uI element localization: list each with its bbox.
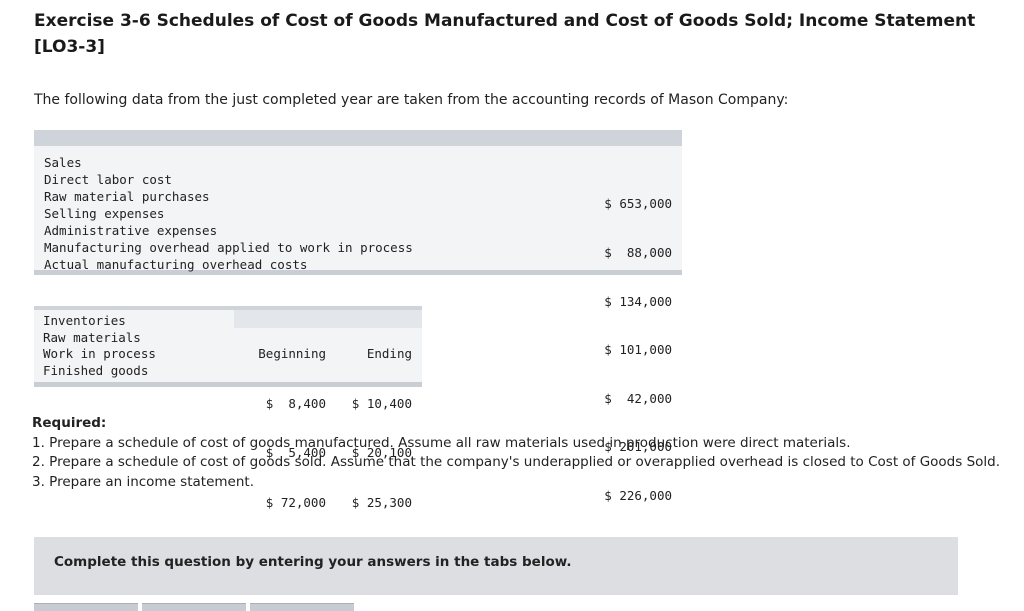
inventories-table: Inventories Raw materials Work in proces… (34, 306, 422, 510)
beginning-column: Beginning $ 8,400 $ 5,400 $ 72,000 (246, 313, 326, 544)
tab-2[interactable] (142, 603, 246, 611)
table-row-label: Direct labor cost (44, 172, 172, 187)
required-section: Required: 1. Prepare a schedule of cost … (32, 414, 1017, 492)
ending-column: Ending $ 10,400 $ 20,100 $ 25,300 (342, 313, 412, 544)
tab-3[interactable] (250, 603, 354, 611)
table-body: Sales Direct labor cost Raw material pur… (34, 146, 682, 503)
table-row-label: Sales (44, 155, 82, 170)
table-row-value: $ 101,000 (604, 342, 672, 358)
table-row-ending: $ 20,100 (351, 445, 412, 460)
required-item: 3. Prepare an income statement. (32, 473, 254, 490)
table-row-item: Finished goods (43, 362, 149, 378)
inventory-item-column: Inventories Raw materials Work in proces… (43, 313, 156, 379)
table-row-value: $ 134,000 (604, 293, 672, 309)
table-row-label: Manufacturing overhead applied to work i… (44, 240, 413, 255)
instruction-banner: Complete this question by entering your … (34, 537, 958, 595)
column-header: Inventories (43, 313, 126, 328)
table-row-value: $ 226,000 (604, 488, 672, 504)
table-row-item: Raw materials (43, 329, 141, 345)
column-header: Beginning (258, 346, 326, 361)
table-row-item: Work in process (43, 346, 156, 361)
banner-text: Complete this question by entering your … (54, 554, 572, 570)
table-header-bar (34, 306, 422, 310)
table-row-label: Selling expenses (44, 206, 165, 221)
table-row-label: Actual manufacturing overhead costs (44, 257, 308, 272)
value-column: $ 653,000 $ 88,000 $ 134,000 $ 101,000 $… (604, 164, 672, 537)
exercise-title: Exercise 3-6 Schedules of Cost of Goods … (34, 11, 976, 57)
header-shade (234, 310, 422, 328)
accounting-data-table: Sales Direct labor cost Raw material pur… (34, 130, 682, 503)
required-heading: Required: (32, 415, 107, 431)
table-row-beginning: $ 72,000 (265, 494, 326, 510)
table-row-label: Raw material purchases (44, 189, 210, 204)
table-footer-bar (34, 270, 682, 275)
required-item: 2. Prepare a schedule of cost of goods s… (32, 454, 1001, 470)
table-row-ending: $ 10,400 (351, 395, 412, 411)
table-row-beginning: $ 8,400 (265, 395, 326, 411)
table-footer-bar (34, 382, 422, 387)
table-row-label: Administrative expenses (44, 223, 218, 238)
label-column: Sales Direct labor cost Raw material pur… (44, 154, 413, 273)
intro-text: The following data from the just complet… (34, 92, 789, 108)
table-header-bar (34, 130, 682, 146)
table-row-value: $ 42,000 (604, 390, 672, 406)
table-row-value: $ 88,000 (604, 245, 672, 261)
required-item: 1. Prepare a schedule of cost of goods m… (32, 434, 851, 451)
tab-1[interactable] (34, 603, 138, 611)
table-row-value: $ 201,000 (604, 439, 672, 455)
table-row-ending: $ 25,300 (351, 494, 412, 510)
table-row-beginning: $ 5,400 (265, 445, 326, 460)
column-header: Ending (366, 346, 412, 361)
table-body: Inventories Raw materials Work in proces… (34, 310, 422, 510)
table-row-value: $ 653,000 (604, 196, 672, 212)
